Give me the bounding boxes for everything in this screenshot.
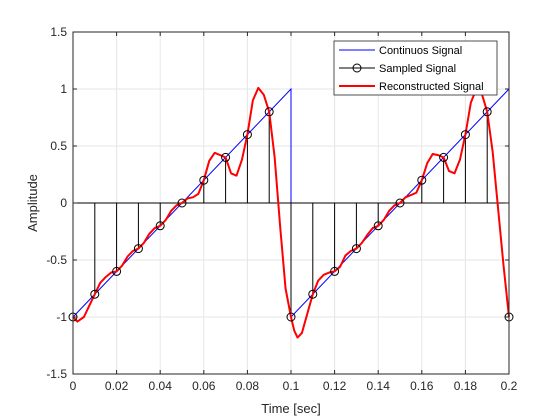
y-tick-label: 1 — [60, 82, 67, 96]
x-tick-label: 0.1 — [283, 379, 300, 393]
legend-label-sampled: Sampled Signal — [379, 63, 456, 75]
sample-marker — [90, 289, 100, 299]
x-tick-label: 0.06 — [192, 379, 216, 393]
sample-marker — [264, 107, 274, 117]
sample-marker — [286, 312, 296, 322]
x-tick-label: 0.18 — [454, 379, 478, 393]
sample-marker — [308, 289, 318, 299]
x-axis-label: Time [sec] — [261, 401, 320, 416]
y-tick-label: 0 — [60, 196, 67, 210]
legend: Continuos Signal Sampled Signal Reconstr… — [333, 40, 498, 96]
sample-marker — [112, 266, 122, 276]
y-tick-label: -1 — [56, 310, 67, 324]
sample-marker — [242, 130, 252, 140]
y-axis-label: Amplitude — [25, 174, 40, 232]
sample-marker — [395, 198, 405, 208]
x-tick-label: 0.08 — [236, 379, 260, 393]
legend-marker-sampled — [352, 63, 362, 73]
x-tick-label: 0.12 — [323, 379, 347, 393]
sample-marker — [177, 198, 187, 208]
x-tick-label: 0.2 — [501, 379, 518, 393]
x-tick-label: 0 — [70, 379, 77, 393]
y-tick-label: -1.5 — [46, 367, 67, 381]
sample-marker — [221, 152, 231, 162]
sample-marker — [199, 175, 209, 185]
x-tick-label: 0.14 — [367, 379, 391, 393]
sample-marker — [373, 221, 383, 231]
legend-label-reconstructed: Reconstructed Signal — [379, 81, 484, 93]
ticks: 0 0.02 0.04 0.06 0.08 0.1 0.12 0.14 0.16 0.18 0.2 -… — [46, 25, 517, 393]
x-tick-label: 0.02 — [105, 379, 129, 393]
y-tick-label: -0.5 — [46, 253, 67, 267]
sample-marker — [482, 107, 492, 117]
sample-marker — [417, 175, 427, 185]
series-reconstructed-line — [72, 86, 510, 339]
x-tick-label: 0.16 — [410, 379, 434, 393]
legend-label-continuous: Continuos Signal — [379, 45, 462, 57]
y-tick-label: 1.5 — [50, 25, 67, 39]
sample-marker — [133, 244, 143, 254]
sample-marker — [155, 221, 165, 231]
sample-marker — [439, 152, 449, 162]
sample-marker — [460, 130, 470, 140]
sample-marker — [330, 266, 340, 276]
sample-marker — [351, 244, 361, 254]
y-tick-label: 0.5 — [50, 139, 67, 153]
x-tick-label: 0.04 — [149, 379, 173, 393]
